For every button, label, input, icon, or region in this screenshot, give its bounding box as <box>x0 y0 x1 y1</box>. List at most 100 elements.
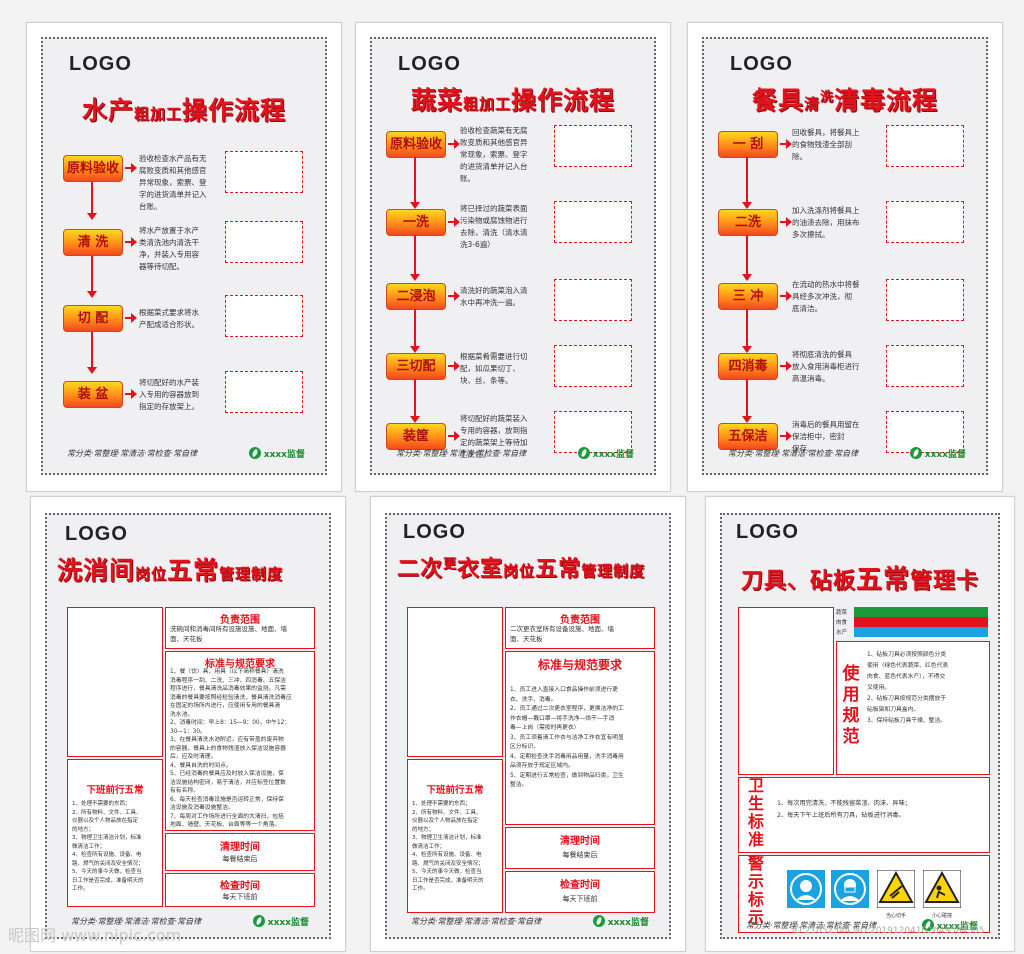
step-pill: 五保洁 <box>718 423 778 450</box>
leaf-icon <box>592 915 605 927</box>
flow-arrow <box>410 235 420 281</box>
flow-arrow <box>410 309 420 353</box>
flow-arrow <box>742 235 752 281</box>
step-pill: 原料验收 <box>386 131 446 158</box>
flow-arrow <box>87 332 97 374</box>
footer-motto: 常分类·常整理·常清洁·常检查·常自律 <box>67 448 198 458</box>
hygiene-box: 卫 生 标 准 1、每次用完清洗，不能残留菜渣、肉沫、异味； 2、每天下午上班后… <box>738 777 990 853</box>
step-description: 将切配好的水产装 入专用的容器放到 指定的存放架上。 <box>139 378 199 411</box>
panel: LOGO 洗消间岗位五常管理制度 负责范围 洗碗间和消毒间所有设施设施、地面、墙… <box>45 513 331 939</box>
step-arrow <box>780 139 792 149</box>
hygiene-text: 1、每次用完清洗，不能残留菜渣、肉沫、异味； 2、每天下午上班后所有刀具，砧板进… <box>777 800 911 819</box>
flow-arrow <box>410 157 420 209</box>
step-description: 将水产放置于水产 类清洗池内清洗干 净，并装入专用容 器等待切配。 <box>139 226 199 271</box>
footer: 常分类·常整理·常清洁·常检查·常自律 xxxx监督 <box>746 917 978 933</box>
legend-row: 水产 <box>836 627 988 637</box>
step-arrow <box>780 217 792 227</box>
legend-row: 肉食 <box>836 617 988 627</box>
scope-title: 负责范围 <box>220 615 260 626</box>
brand: xxxx监督 <box>592 915 649 928</box>
warning-sign: 小心碰撞 <box>922 869 962 919</box>
poster-aquatic: LOGO 水产粗加工操作流程 原料验收 验收检查水产品有无 腐败变质和其他感官 … <box>26 22 342 492</box>
step-pill: 原料验收 <box>63 155 123 182</box>
mask-required-icon <box>831 870 869 908</box>
panel: LOGO 刀具、砧板五常管理卡 蔬菜 肉食 水产 使 用 规 范 1、砧板刀具必… <box>720 513 1000 939</box>
brand: xxxx监督 <box>921 919 978 932</box>
step-arrow <box>125 389 137 399</box>
photo-placeholder <box>886 411 964 453</box>
watermark-site: 昵图网 www.nipic.com <box>8 926 182 945</box>
clean-time-title: 清理时间 <box>560 836 600 847</box>
color-legend: 蔬菜 肉食 水产 <box>836 607 988 637</box>
step-description: 将彻底清洗的餐具 放入食用消毒柜进行 高温消毒。 <box>792 350 860 383</box>
step-arrow <box>125 237 137 247</box>
step-description: 根据菜式要求将水 产配成适合形状。 <box>139 308 199 329</box>
offwork-box: 下班前行五常 1、处理不需要的东西； 2、所有物料、文件、工具、 仪器以及个人物… <box>67 759 163 907</box>
step-pill: 一 刮 <box>718 131 778 158</box>
poster-knife: LOGO 刀具、砧板五常管理卡 蔬菜 肉食 水产 使 用 规 范 1、砧板刀具必… <box>705 496 1015 952</box>
photo-placeholder <box>886 345 964 387</box>
photo-placeholder <box>886 201 964 243</box>
legend-swatch-blue <box>854 627 988 637</box>
flow-arrow <box>410 379 420 423</box>
poster-title: 餐具清洗清毒流程 <box>751 86 939 115</box>
photo-box <box>738 607 834 775</box>
scope-text: 二次更衣室所有设备设施、地面、墙 面、天花板 <box>510 625 614 643</box>
footer-motto: 常分类·常整理·常清洁·常检查·常自律 <box>728 448 859 458</box>
brand: xxxx监督 <box>909 447 966 460</box>
standard-text: 1、餐（饮）具、用具（以下简称餐具）清洗 消毒程序一刮、二洗、三冲、四消毒、五保… <box>170 669 292 828</box>
scope-text: 洗碗间和消毒间所有设施设施、地面、墙 面、天花板 <box>170 625 287 643</box>
cut-hazard-icon <box>876 869 916 909</box>
poster-title: 二次更衣室岗位五常管理制度 <box>397 557 646 582</box>
flow-arrow <box>742 309 752 353</box>
poster-title: 水产粗加工操作流程 <box>81 96 287 125</box>
poster-vegetable: LOGO 蔬菜粗加工操作流程 原料验收 验收检查蔬菜有无腐 败变质和其他感官异 … <box>355 22 671 492</box>
clean-time-text: 每餐结束后 <box>562 851 598 859</box>
standard-title: 标准与规范要求 <box>205 659 275 670</box>
step-description: 清洗好的蔬菜泡入清 水中再冲洗一遍。 <box>460 286 528 307</box>
offwork-title: 下班前行五常 <box>86 785 144 796</box>
photo-box <box>67 607 163 757</box>
warning-sign <box>831 870 869 918</box>
photo-placeholder <box>554 345 632 387</box>
usage-text: 1、砧板刀具必须按照颜色分类 使用（绿色代表蔬菜、红色代表 肉食、蓝色代表水产）… <box>867 652 949 724</box>
step-description: 回收餐具，将餐具上 的食物残渣全部刮 除。 <box>792 128 860 161</box>
clean-time-title: 清理时间 <box>220 842 260 853</box>
clean-time-box: 清理时间 每餐结束后 <box>165 833 315 871</box>
step-pill: 二洗 <box>718 209 778 236</box>
step-arrow <box>448 361 460 371</box>
step-arrow <box>125 313 137 323</box>
footer: 常分类·常整理·常清洁·常检查·常自律 xxxx监督 <box>67 445 305 461</box>
hygiene-heading: 卫 生 标 准 <box>747 776 764 849</box>
poster-dishroom: LOGO 洗消间岗位五常管理制度 负责范围 洗碗间和消毒间所有设施设施、地面、墙… <box>30 496 346 952</box>
logo-text: LOGO <box>736 521 799 543</box>
logo-text: LOGO <box>65 523 128 545</box>
collision-hazard-icon <box>922 869 962 909</box>
standard-title: 标准与规范要求 <box>537 658 622 672</box>
photo-placeholder <box>225 371 303 413</box>
photo-placeholder <box>554 411 632 453</box>
step-pill: 装 盆 <box>63 381 123 408</box>
leaf-icon <box>909 447 922 459</box>
poster-title: 洗消间岗位五常管理制度 <box>57 556 284 585</box>
photo-placeholder <box>554 125 632 167</box>
flow-arrow <box>87 256 97 298</box>
offwork-text: 1、处理不需要的东西； 2、所有物料、文件、工具、 仪器以及个人物品放在指定 的… <box>412 801 484 892</box>
flow-arrow <box>742 157 752 209</box>
warning-sign: 当心切手 <box>876 869 916 919</box>
step-arrow <box>780 431 792 441</box>
brand: xxxx监督 <box>577 447 634 460</box>
photo-placeholder <box>554 279 632 321</box>
step-arrow <box>448 291 460 301</box>
step-description: 消毒后的餐具用留在 保洁柜中，密封 保存。 <box>792 420 860 453</box>
photo-box <box>407 607 503 757</box>
clean-time-text: 每餐结束后 <box>222 855 258 863</box>
footer: 常分类·常整理·常清洁·常检查·常自律 xxxx监督 <box>396 445 634 461</box>
step-arrow <box>448 139 460 149</box>
step-pill: 二浸泡 <box>386 283 446 310</box>
clean-time-box: 清理时间 每餐结束后 <box>505 827 655 869</box>
check-time-text: 每天下班前 <box>562 895 598 903</box>
step-pill: 三切配 <box>386 353 446 380</box>
step-description: 在流动的热水中将餐 具经多次冲洗，彻 底清洁。 <box>792 280 860 313</box>
step-description: 验收检查蔬菜有无腐 败变质和其他感官异 常现象，索票、登字 的进货清单并记入台 … <box>460 126 528 183</box>
